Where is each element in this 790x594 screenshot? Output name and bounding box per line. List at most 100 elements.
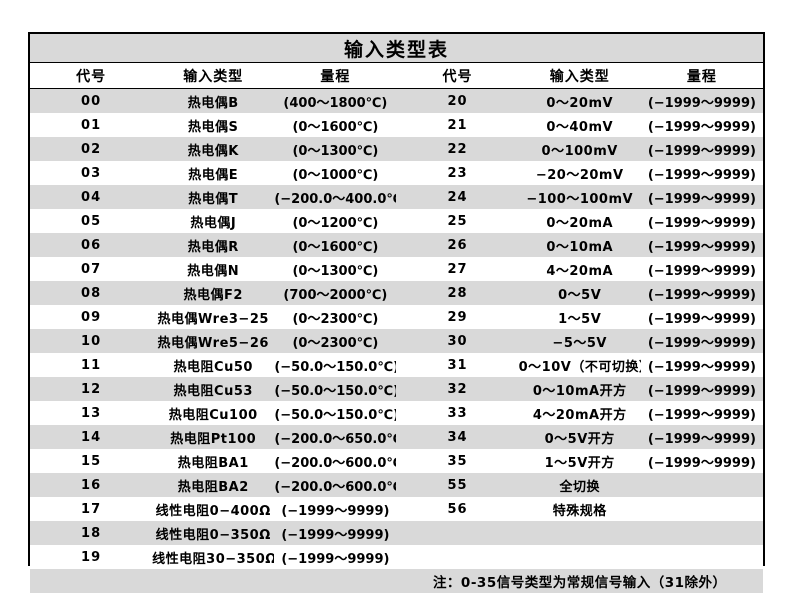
cell-type-left: 热电偶S bbox=[152, 113, 275, 137]
cell-range-left: (0～2300℃) bbox=[274, 329, 397, 353]
cell-code-left: 18 bbox=[30, 521, 153, 545]
cell-type-right: 特殊规格 bbox=[518, 497, 641, 521]
cell-code-left: 01 bbox=[30, 113, 153, 137]
cell-type-left: 热电阻Cu100 bbox=[152, 401, 275, 425]
table-row: 02 热电偶K (0～1300℃) 22 0～100mV (−1999～9999) bbox=[30, 137, 763, 161]
table-body: 输入类型表 代号 输入类型 量程 代号 输入类型 量程 00 热电偶B (400～1… bbox=[30, 34, 763, 593]
cell-type-left: 热电偶E bbox=[152, 161, 275, 185]
cell-code-left: 06 bbox=[30, 233, 153, 257]
cell-range-left: (0～2300℃) bbox=[274, 305, 397, 329]
cell-code-left: 13 bbox=[30, 401, 153, 425]
cell-type-right bbox=[518, 545, 641, 569]
cell-type-left: 热电偶Wre3−25 bbox=[152, 305, 275, 329]
cell-code-left: 16 bbox=[30, 473, 153, 497]
cell-code-right: 30 bbox=[396, 329, 519, 353]
cell-code-left: 00 bbox=[30, 88, 153, 113]
cell-code-right: 33 bbox=[396, 401, 519, 425]
table-row: 06 热电偶R (0～1600℃) 26 0～10mA (−1999～9999) bbox=[30, 233, 763, 257]
table-row: 05 热电偶J (0～1200℃) 25 0～20mA (−1999～9999) bbox=[30, 209, 763, 233]
table-row: 15 热电阻BA1 (−200.0～600.0℃) 35 1～5V开方 (−1999～99… bbox=[30, 449, 763, 473]
cell-code-right: 34 bbox=[396, 425, 519, 449]
cell-code-left: 19 bbox=[30, 545, 153, 569]
table-row: 16 热电阻BA2 (−200.0～600.0℃) 55 全切换 bbox=[30, 473, 763, 497]
cell-type-right: 0～20mV bbox=[518, 88, 641, 113]
cell-range-left: (0～1000℃) bbox=[274, 161, 397, 185]
table-row: 09 热电偶Wre3−25 (0～2300℃) 29 1～5V (−1999～9999) bbox=[30, 305, 763, 329]
table-row: 19 线性电阻30−350Ω (−1999～9999) bbox=[30, 545, 763, 569]
table-footnote-row: 注：0-35信号类型为常规信号输入（31除外） bbox=[30, 569, 763, 593]
header-code-right: 代号 bbox=[396, 62, 519, 89]
cell-range-right: (−1999～9999) bbox=[640, 329, 763, 353]
cell-type-right: −20～20mV bbox=[518, 161, 641, 185]
cell-code-right: 26 bbox=[396, 233, 519, 257]
cell-type-left: 线性电阻30−350Ω bbox=[152, 545, 275, 569]
table-row: 10 热电偶Wre5−26 (0～2300℃) 30 −5～5V (−1999～9999) bbox=[30, 329, 763, 353]
cell-range-right: (−1999～9999) bbox=[640, 233, 763, 257]
cell-code-left: 09 bbox=[30, 305, 153, 329]
cell-range-right: (−1999～9999) bbox=[640, 137, 763, 161]
cell-range-left: (0～1600℃) bbox=[274, 233, 397, 257]
cell-range-right: (−1999～9999) bbox=[640, 185, 763, 209]
cell-type-right: 全切换 bbox=[518, 473, 641, 497]
cell-range-left: (400～1800℃) bbox=[274, 88, 397, 113]
cell-code-right bbox=[396, 521, 519, 545]
cell-range-right: (−1999～9999) bbox=[640, 281, 763, 305]
cell-code-right: 29 bbox=[396, 305, 519, 329]
page-title: 输入类型表 bbox=[30, 34, 763, 63]
header-range-right: 量程 bbox=[640, 62, 763, 89]
cell-range-right: (−1999～9999) bbox=[640, 377, 763, 401]
cell-type-left: 热电阻Cu50 bbox=[152, 353, 275, 377]
cell-type-right bbox=[518, 521, 641, 545]
input-type-table: 输入类型表 代号 输入类型 量程 代号 输入类型 量程 00 热电偶B (400～1… bbox=[30, 34, 763, 593]
cell-range-right: (−1999～9999) bbox=[640, 161, 763, 185]
cell-range-left: (−200.0～600.0℃) bbox=[274, 473, 397, 497]
table-row: 04 热电偶T (−200.0～400.0℃) 24 −100～100mV (−1999～… bbox=[30, 185, 763, 209]
cell-code-right: 32 bbox=[396, 377, 519, 401]
cell-code-left: 08 bbox=[30, 281, 153, 305]
cell-code-right: 31 bbox=[396, 353, 519, 377]
cell-code-right: 20 bbox=[396, 88, 519, 113]
cell-type-left: 热电阻Cu53 bbox=[152, 377, 275, 401]
cell-range-left: (−1999～9999) bbox=[274, 497, 397, 521]
cell-range-left: (−1999～9999) bbox=[274, 521, 397, 545]
cell-code-right: 21 bbox=[396, 113, 519, 137]
header-code-left: 代号 bbox=[30, 62, 153, 89]
cell-range-right: (−1999～9999) bbox=[640, 401, 763, 425]
table-row: 12 热电阻Cu53 (−50.0～150.0℃) 32 0～10mA开方 (−1999～… bbox=[30, 377, 763, 401]
cell-range-right bbox=[640, 497, 763, 521]
cell-type-right: 0～100mV bbox=[518, 137, 641, 161]
cell-code-left: 07 bbox=[30, 257, 153, 281]
cell-range-left: (−200.0～600.0℃) bbox=[274, 449, 397, 473]
cell-code-right: 23 bbox=[396, 161, 519, 185]
cell-code-right: 28 bbox=[396, 281, 519, 305]
cell-range-right: (−1999～9999) bbox=[640, 257, 763, 281]
cell-type-left: 热电阻Pt100 bbox=[152, 425, 275, 449]
cell-type-left: 热电偶F2 bbox=[152, 281, 275, 305]
table-row: 01 热电偶S (0～1600℃) 21 0～40mV (−1999～9999) bbox=[30, 113, 763, 137]
cell-range-left: (−50.0～150.0℃) bbox=[274, 401, 397, 425]
cell-type-left: 热电偶R bbox=[152, 233, 275, 257]
table-row: 17 线性电阻0−400Ω (−1999～9999) 56 特殊规格 bbox=[30, 497, 763, 521]
cell-type-right: 0～20mA bbox=[518, 209, 641, 233]
cell-type-right: 0～40mV bbox=[518, 113, 641, 137]
cell-type-right: −5～5V bbox=[518, 329, 641, 353]
table-title-row: 输入类型表 bbox=[30, 34, 763, 63]
cell-range-right: (−1999～9999) bbox=[640, 113, 763, 137]
cell-range-left: (0～1300℃) bbox=[274, 257, 397, 281]
table-row: 18 线性电阻0−350Ω (−1999～9999) bbox=[30, 521, 763, 545]
table-row: 00 热电偶B (400～1800℃) 20 0～20mV (−1999～9999) bbox=[30, 88, 763, 113]
cell-code-right: 56 bbox=[396, 497, 519, 521]
cell-type-right: 4～20mA开方 bbox=[518, 401, 641, 425]
cell-type-right: 4～20mA bbox=[518, 257, 641, 281]
header-range-left: 量程 bbox=[274, 62, 397, 89]
cell-type-left: 热电偶B bbox=[152, 88, 275, 113]
cell-type-left: 热电偶K bbox=[152, 137, 275, 161]
cell-code-right: 27 bbox=[396, 257, 519, 281]
cell-code-right: 22 bbox=[396, 137, 519, 161]
cell-range-right: (−1999～9999) bbox=[640, 449, 763, 473]
header-type-right: 输入类型 bbox=[518, 62, 641, 89]
cell-code-right: 25 bbox=[396, 209, 519, 233]
cell-type-right: 0～10V（不可切换） bbox=[518, 353, 641, 377]
cell-code-right: 24 bbox=[396, 185, 519, 209]
cell-code-left: 12 bbox=[30, 377, 153, 401]
